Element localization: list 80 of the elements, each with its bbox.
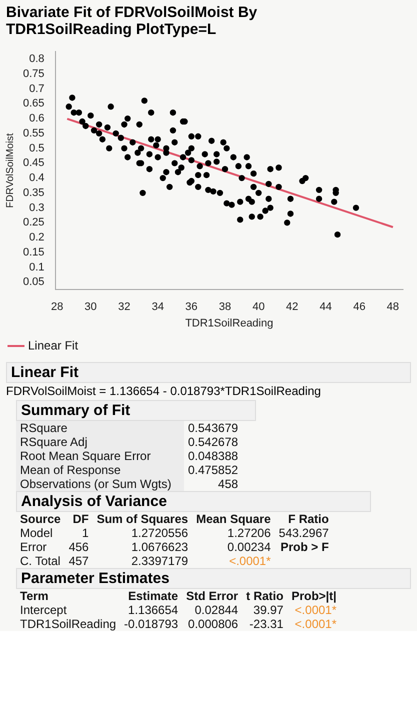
- text: 0.542678: [187, 435, 240, 449]
- y-tick-label: 0.55: [22, 127, 44, 140]
- x-tick-label: 44: [320, 301, 332, 314]
- text: 1.0676623: [130, 540, 190, 554]
- x-tick-label: 48: [386, 301, 400, 314]
- x-tick-label: 40: [252, 301, 265, 314]
- text: TDR1SoilReading: [19, 617, 118, 631]
- text: Mean of Response: [16, 463, 184, 477]
- text: 543.2967: [278, 526, 330, 540]
- text: 458: [217, 477, 240, 491]
- text: Model: [19, 526, 54, 540]
- text: Sum of Squares: [96, 512, 190, 526]
- x-tick-label: 38: [218, 301, 232, 314]
- text: Observations (or Sum Wgts): [16, 477, 184, 491]
- text: Linear Fit: [6, 362, 411, 383]
- text: Mean Square: [195, 512, 272, 526]
- y-tick-label: 0.6: [29, 112, 44, 125]
- y-tick-label: 0.15: [22, 246, 44, 258]
- text: 39.97: [252, 603, 284, 617]
- text: <.0001*: [294, 617, 338, 631]
- x-tick-label: 46: [353, 301, 366, 314]
- text: Std Error: [185, 589, 240, 603]
- chart-title: Bivariate Fit of FDRVolSoilMoist By TDR1SoilReading PlotType=L: [5, 3, 258, 40]
- y-tick-label: 0.5: [29, 142, 44, 154]
- x-axis-title: TDR1SoilReading: [185, 317, 274, 330]
- y-tick-label: 0.7: [29, 82, 44, 95]
- y-tick-label: 0.3: [29, 202, 44, 214]
- text: -23.31: [248, 617, 284, 631]
- y-axis-title: FDRVolSoilMoist: [4, 132, 16, 208]
- text: Intercept: [19, 603, 68, 617]
- y-tick-label: 0.35: [22, 186, 44, 199]
- text: 1.2720556: [130, 526, 190, 540]
- text: DF: [72, 512, 90, 526]
- y-tick-label: 0.65: [22, 98, 44, 110]
- text: 1: [81, 526, 90, 540]
- text: Error: [19, 540, 48, 554]
- text: 0.00234: [226, 540, 272, 554]
- y-tick-label: 0.05: [22, 276, 44, 288]
- legend-label: Linear Fit: [28, 338, 79, 352]
- text: Root Mean Square Error: [16, 449, 184, 463]
- text: RSquare: [16, 421, 184, 435]
- text: 0.475852: [187, 463, 240, 477]
- text: 1.136654: [127, 603, 180, 617]
- text: 457: [68, 554, 90, 568]
- x-tick-label: 34: [152, 301, 164, 314]
- text: Analysis of Variance: [16, 491, 371, 512]
- y-tick-label: 0.8: [29, 53, 44, 66]
- x-tick-label: 28: [50, 301, 64, 314]
- text: 0.543679: [187, 421, 240, 435]
- y-tick-label: 0.45: [22, 157, 44, 170]
- text: <.0001*: [294, 603, 338, 617]
- text: 0.02844: [194, 603, 240, 617]
- text: Prob > F: [280, 540, 330, 554]
- text: Prob>|t|: [290, 589, 338, 603]
- y-tick-label: 0.4: [29, 172, 44, 184]
- text: 0.048388: [187, 449, 240, 463]
- text: RSquare Adj: [16, 435, 184, 449]
- text: Term: [19, 589, 50, 603]
- y-tick-label: 0.25: [22, 216, 44, 229]
- text: Source: [19, 512, 62, 526]
- text: Parameter Estimates: [16, 568, 411, 589]
- text: Summary of Fit: [16, 400, 256, 421]
- x-tick-label: 32: [118, 301, 130, 314]
- text: 2.3397179: [130, 554, 190, 568]
- y-tick-label: 0.2: [29, 232, 44, 244]
- text: -0.018793: [123, 617, 180, 631]
- x-tick-label: 30: [84, 301, 97, 314]
- text: <.0001*: [228, 554, 272, 568]
- text: 1.27206: [226, 526, 272, 540]
- text: 456: [68, 540, 90, 554]
- x-tick-label: 42: [286, 301, 298, 314]
- x-tick-label: 36: [185, 301, 198, 314]
- text: t Ratio: [245, 589, 284, 603]
- text: 0.000806: [187, 617, 240, 631]
- text: C. Total: [19, 554, 62, 568]
- text: F Ratio: [287, 512, 330, 526]
- text: Estimate: [127, 589, 180, 603]
- y-tick-label: 0.75: [22, 68, 44, 80]
- y-tick-label: 0.1: [29, 261, 44, 274]
- text: FDRVolSoilMoist = 1.136654 - 0.018793*TDR1SoilReading: [6, 384, 322, 398]
